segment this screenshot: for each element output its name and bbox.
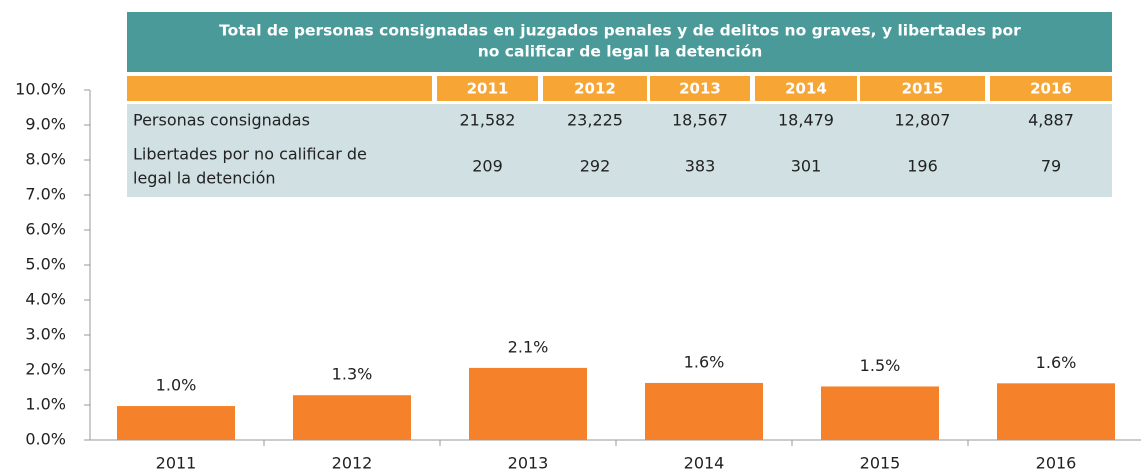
bar	[117, 406, 235, 440]
x-tick-label: 2011	[156, 454, 197, 473]
y-tick-label: 9.0%	[25, 115, 66, 134]
table-cell: 12,807	[895, 111, 951, 130]
y-tick-label: 8.0%	[25, 150, 66, 169]
bar	[821, 386, 939, 440]
table-header: 2015	[902, 80, 944, 98]
y-tick-label: 4.0%	[25, 290, 66, 309]
y-tick-label: 0.0%	[25, 430, 66, 449]
table-header: 2014	[785, 80, 827, 98]
y-tick-label: 10.0%	[15, 80, 66, 99]
x-tick-label: 2013	[508, 454, 549, 473]
bar	[997, 383, 1115, 440]
table-cell: 18,479	[778, 111, 834, 130]
table-cell: 196	[907, 157, 938, 176]
y-tick-label: 5.0%	[25, 255, 66, 274]
y-tick-label: 2.0%	[25, 360, 66, 379]
data-label: 1.3%	[332, 365, 373, 384]
table-header: 2012	[574, 80, 616, 98]
table-header: 2013	[679, 80, 721, 98]
x-tick-label: 2016	[1036, 454, 1077, 473]
table-cell: 383	[685, 157, 716, 176]
bar	[645, 382, 763, 440]
table-cell: 21,582	[460, 111, 516, 130]
y-tick-label: 7.0%	[25, 185, 66, 204]
header-cell	[755, 76, 857, 101]
bar	[293, 395, 411, 440]
table-cell: 79	[1041, 157, 1061, 176]
y-tick-label: 3.0%	[25, 325, 66, 344]
table-cell: 18,567	[672, 111, 728, 130]
row-label: Personas consignadas	[133, 111, 310, 130]
table-cell: 292	[580, 157, 611, 176]
header-cell	[860, 76, 985, 101]
y-tick-label: 6.0%	[25, 220, 66, 239]
table-title: no calificar de legal la detención	[478, 43, 763, 61]
x-tick-label: 2014	[684, 454, 725, 473]
header-cell	[650, 76, 750, 101]
table-cell: 301	[791, 157, 822, 176]
data-label: 1.5%	[860, 356, 901, 375]
header-cell	[543, 76, 647, 101]
data-label: 2.1%	[508, 337, 549, 356]
table-cell: 209	[472, 157, 503, 176]
data-label: 1.6%	[1036, 353, 1077, 372]
table-cell: 4,887	[1028, 111, 1074, 130]
data-label: 1.6%	[684, 352, 725, 371]
table-cell: 23,225	[567, 111, 623, 130]
x-tick-label: 2012	[332, 454, 373, 473]
header-cell	[990, 76, 1112, 101]
table-header: 2016	[1030, 80, 1072, 98]
y-tick-label: 1.0%	[25, 395, 66, 414]
data-label: 1.0%	[156, 376, 197, 395]
table-title: Total de personas consignadas en juzgado…	[219, 22, 1021, 40]
bar	[469, 367, 587, 440]
table-header: 2011	[467, 80, 509, 98]
x-tick-label: 2015	[860, 454, 901, 473]
header-cell	[127, 76, 432, 101]
row-label: Libertades por no calificar de	[133, 145, 367, 164]
row-label: legal la detención	[133, 169, 276, 188]
table-title-box	[127, 12, 1112, 72]
header-cell	[437, 76, 538, 101]
table-body	[127, 104, 1112, 197]
